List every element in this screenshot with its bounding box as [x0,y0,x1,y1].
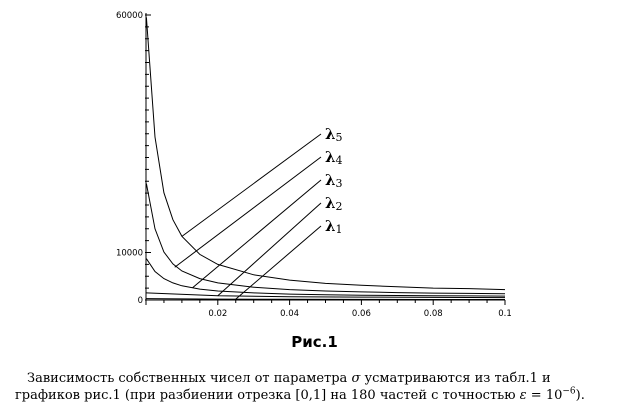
annotation-leader [192,179,322,289]
series-label-lambda2: λ2 [325,194,343,213]
caption-exponent: −6 [562,386,576,397]
caption-epsilon: ε [519,388,527,403]
x-tick-label: 0.1 [498,309,512,319]
caption-text-4: = 10 [526,388,563,403]
series-label-lambda1: λ1 [325,217,343,236]
caption-text-3: графиков рис.1 (при разбиении отрезка [0… [15,388,520,403]
x-tick-label: 0.04 [280,309,299,319]
series-layer [145,17,506,300]
annotation-leader [235,225,322,300]
series-line-5 [146,298,505,300]
x-tick-label: 0.08 [424,309,443,319]
y-tick-label: 0 [138,296,143,306]
annotation-layer: λ5 λ4 λ3 λ2 λ1 [174,125,343,300]
caption-text-2: усматриваются из табл.1 и [360,371,551,386]
series-label-lambda4: λ4 [325,148,343,167]
x-tick-label: 0.06 [352,309,371,319]
axis-layer: 0 10000 60000 0.02 0.04 0.06 0.08 0.1 [116,11,512,319]
caption-line-2: графиков рис.1 (при разбиении отрезка [0… [15,387,612,404]
y-tick-label: 10000 [116,249,143,259]
series-label-lambda3: λ3 [325,171,343,190]
figure-label: Рис.1 [291,333,338,351]
x-tick-label: 0.02 [208,309,227,319]
figure-caption: Зависимость собственных чисел от парамет… [15,370,612,404]
annotation-leader [174,156,322,268]
series-line-1 [145,17,506,291]
series-line-4 [146,292,506,299]
annotation-leader [217,202,322,297]
caption-sigma: σ [351,371,361,386]
series-line-3 [145,258,506,297]
caption-text-1: Зависимость собственных чисел от парамет… [27,371,352,386]
y-tick-label: 60000 [116,11,143,21]
caption-text-5: ). [575,388,585,403]
series-line-2 [145,183,506,295]
annotation-leader [181,133,322,237]
series-label-lambda5: λ5 [325,125,343,144]
